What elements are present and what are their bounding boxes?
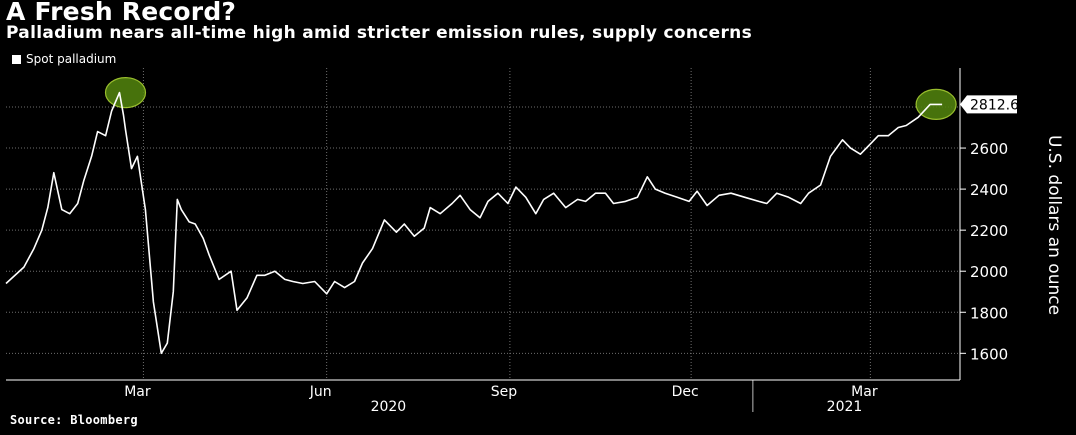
- legend-swatch: [12, 54, 21, 64]
- y-tick-label: 1600: [970, 345, 1008, 363]
- series-line-spot-palladium: [5, 91, 943, 355]
- x-tick-label: Mar: [124, 384, 151, 400]
- y-tick-label: 2000: [970, 263, 1008, 281]
- y-tick-label: 2400: [970, 181, 1008, 199]
- y-tick-label: 2200: [970, 222, 1008, 240]
- y-tick-label: 1800: [970, 304, 1008, 322]
- x-tick-label: Dec: [672, 384, 699, 400]
- chart-title: A Fresh Record?: [6, 0, 237, 26]
- x-tick-label: Jun: [309, 384, 332, 400]
- legend: Spot palladium: [12, 52, 116, 66]
- x-year-label: 2020: [371, 399, 407, 415]
- last-value-label: 2812.61: [970, 97, 1028, 113]
- legend-label: Spot palladium: [26, 52, 117, 66]
- y-tick-label: 2600: [970, 140, 1008, 158]
- chart-subtitle: Palladium nears all-time high amid stric…: [6, 23, 752, 43]
- x-tick-label: Sep: [491, 384, 518, 400]
- x-year-label: 2021: [827, 399, 863, 415]
- x-tick-label: Mar: [851, 384, 878, 400]
- y-axis-title: U.S. dollars an ounce: [1044, 135, 1064, 315]
- last-value-callout: 2812.61: [960, 95, 1028, 114]
- highlight-circle: [104, 77, 147, 109]
- source-note: Source: Bloomberg: [10, 413, 138, 427]
- last-value-box: [960, 95, 1017, 114]
